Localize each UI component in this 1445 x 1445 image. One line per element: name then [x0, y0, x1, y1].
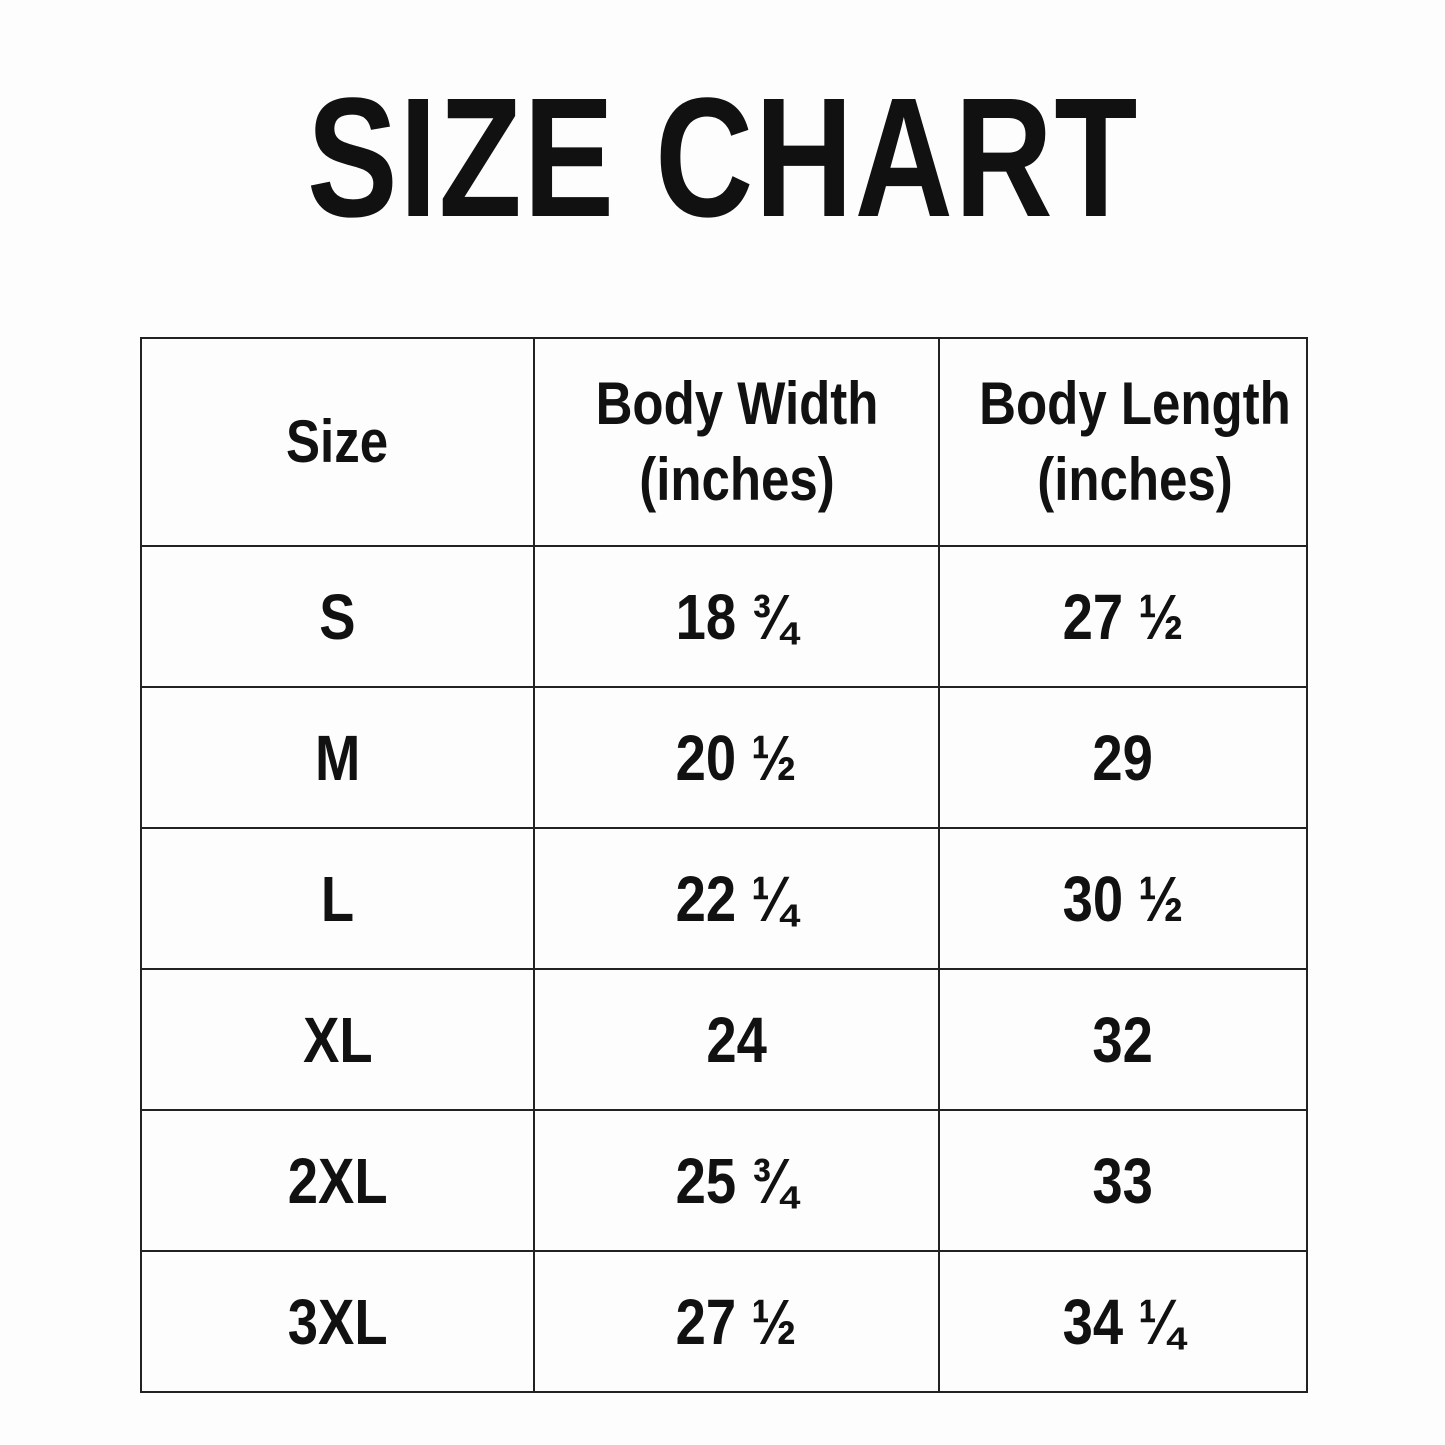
cell-text: 27 ½ [1062, 580, 1184, 653]
size-cell: 3XL [140, 1250, 535, 1393]
cell-text: 20 ½ [676, 721, 797, 794]
body-length-cell: 27 ½ [938, 545, 1308, 688]
size-cell: S [140, 545, 535, 688]
header-size: Size [140, 337, 535, 547]
table-row: S 18 ¾ 27 ½ [140, 545, 1308, 688]
cell-text: XL [302, 1003, 373, 1076]
table-row: XL 24 32 [140, 968, 1308, 1111]
cell-text: 24 [706, 1003, 767, 1076]
cell-text: 25 ¾ [676, 1144, 797, 1217]
body-length-cell: 30 ½ [938, 827, 1308, 970]
cell-text: 29 [1092, 721, 1154, 794]
body-length-cell: 33 [938, 1109, 1308, 1252]
cell-text: 27 ½ [676, 1285, 797, 1358]
header-body-length: Body Length (inches) [938, 337, 1308, 547]
body-width-cell: 25 ¾ [533, 1109, 940, 1252]
page-title: SIZE CHART [0, 68, 1445, 248]
body-width-cell: 18 ¾ [533, 545, 940, 688]
size-cell: XL [140, 968, 535, 1111]
body-width-cell: 24 [533, 968, 940, 1111]
cell-text: L [320, 862, 355, 935]
table-row: L 22 ¼ 30 ½ [140, 827, 1308, 970]
table-row: 3XL 27 ½ 34 ¼ [140, 1250, 1308, 1393]
table-row: M 20 ½ 29 [140, 686, 1308, 829]
header-row: Size Body Width (inches) Body Length (in… [140, 337, 1308, 547]
cell-text: 3XL [287, 1285, 388, 1358]
table-row: 2XL 25 ¾ 33 [140, 1109, 1308, 1252]
cell-text: 34 ¼ [1062, 1285, 1184, 1358]
size-cell: L [140, 827, 535, 970]
cell-text: M [314, 721, 361, 794]
body-width-cell: 27 ½ [533, 1250, 940, 1393]
size-cell: 2XL [140, 1109, 535, 1252]
cell-text: 18 ¾ [676, 580, 797, 653]
cell-text: S [319, 580, 356, 653]
cell-text: 32 [1092, 1003, 1154, 1076]
body-length-cell: 34 ¼ [938, 1250, 1308, 1393]
body-length-cell: 32 [938, 968, 1308, 1111]
body-width-cell: 22 ¼ [533, 827, 940, 970]
cell-text: 30 ½ [1062, 862, 1184, 935]
cell-text: 22 ¼ [676, 862, 797, 935]
cell-text: 2XL [287, 1144, 388, 1217]
header-body-width: Body Width (inches) [533, 337, 940, 547]
body-length-cell: 29 [938, 686, 1308, 829]
body-width-cell: 20 ½ [533, 686, 940, 829]
size-cell: M [140, 686, 535, 829]
size-table: Size Body Width (inches) Body Length (in… [140, 337, 1308, 1393]
title-text: SIZE CHART [306, 63, 1139, 253]
cell-text: 33 [1092, 1144, 1154, 1217]
